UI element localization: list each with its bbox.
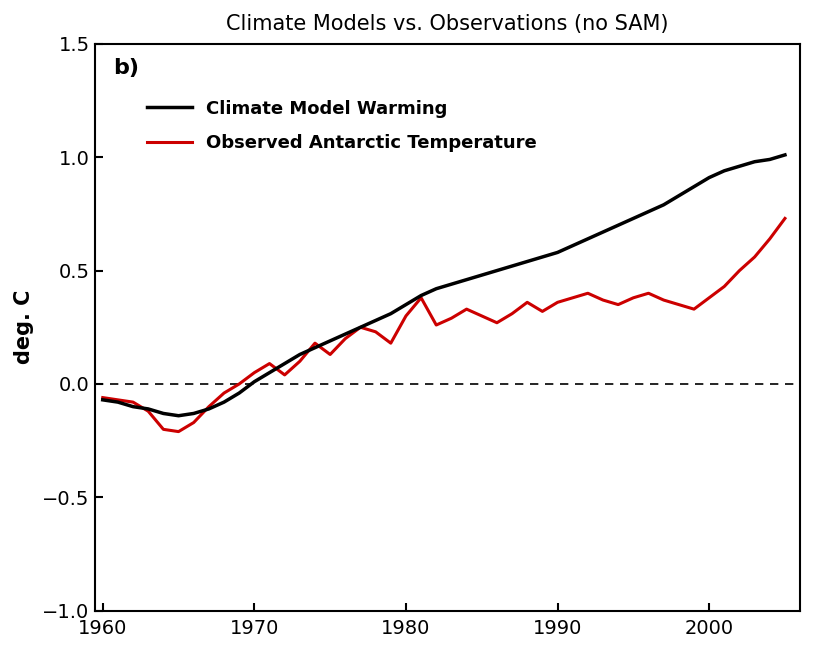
Climate Model Warming bbox=[280, 360, 290, 368]
Climate Model Warming bbox=[386, 310, 396, 318]
Legend: Climate Model Warming, Observed Antarctic Temperature: Climate Model Warming, Observed Antarcti… bbox=[139, 93, 545, 159]
Y-axis label: deg. C: deg. C bbox=[14, 290, 34, 364]
Observed Antarctic Temperature bbox=[370, 328, 380, 336]
Observed Antarctic Temperature bbox=[447, 314, 457, 322]
Observed Antarctic Temperature bbox=[219, 389, 229, 397]
Climate Model Warming bbox=[598, 228, 608, 236]
Climate Model Warming bbox=[356, 323, 365, 331]
Observed Antarctic Temperature bbox=[523, 299, 532, 306]
Observed Antarctic Temperature bbox=[628, 294, 638, 302]
Observed Antarctic Temperature bbox=[189, 419, 199, 426]
Climate Model Warming bbox=[462, 276, 471, 284]
Observed Antarctic Temperature bbox=[674, 301, 684, 308]
Climate Model Warming bbox=[265, 369, 274, 377]
Observed Antarctic Temperature bbox=[583, 289, 593, 297]
Climate Model Warming bbox=[492, 267, 501, 274]
Observed Antarctic Temperature bbox=[659, 296, 668, 304]
Climate Model Warming bbox=[113, 398, 123, 406]
Observed Antarctic Temperature bbox=[598, 296, 608, 304]
Observed Antarctic Temperature bbox=[280, 371, 290, 379]
Climate Model Warming bbox=[204, 405, 214, 413]
Climate Model Warming bbox=[401, 301, 411, 308]
Climate Model Warming bbox=[720, 167, 729, 175]
Climate Model Warming bbox=[523, 258, 532, 265]
Climate Model Warming bbox=[750, 158, 759, 166]
Observed Antarctic Temperature bbox=[553, 299, 562, 306]
Climate Model Warming bbox=[431, 285, 441, 293]
Observed Antarctic Temperature bbox=[386, 339, 396, 347]
Climate Model Warming bbox=[780, 151, 790, 159]
Climate Model Warming bbox=[644, 208, 654, 216]
Observed Antarctic Temperature bbox=[113, 396, 123, 404]
Observed Antarctic Temperature bbox=[401, 312, 411, 320]
Climate Model Warming bbox=[507, 262, 517, 270]
Climate Model Warming bbox=[447, 280, 457, 288]
Climate Model Warming bbox=[159, 409, 168, 417]
Observed Antarctic Temperature bbox=[765, 235, 775, 243]
Line: Climate Model Warming: Climate Model Warming bbox=[103, 155, 785, 416]
Climate Model Warming bbox=[537, 253, 547, 261]
Observed Antarctic Temperature bbox=[98, 394, 107, 402]
Climate Model Warming bbox=[295, 351, 304, 359]
Observed Antarctic Temperature bbox=[265, 360, 274, 368]
Climate Model Warming bbox=[326, 337, 335, 345]
Climate Model Warming bbox=[234, 389, 244, 397]
Climate Model Warming bbox=[416, 291, 426, 299]
Climate Model Warming bbox=[98, 396, 107, 404]
Climate Model Warming bbox=[128, 403, 138, 411]
Observed Antarctic Temperature bbox=[780, 215, 790, 222]
Climate Model Warming bbox=[189, 409, 199, 417]
Observed Antarctic Temperature bbox=[356, 323, 365, 331]
Climate Model Warming bbox=[370, 317, 380, 325]
Observed Antarctic Temperature bbox=[492, 319, 501, 327]
Observed Antarctic Temperature bbox=[704, 294, 714, 302]
Observed Antarctic Temperature bbox=[204, 403, 214, 411]
Observed Antarctic Temperature bbox=[310, 339, 320, 347]
Climate Model Warming bbox=[628, 215, 638, 222]
Climate Model Warming bbox=[340, 330, 350, 338]
Climate Model Warming bbox=[310, 344, 320, 351]
Climate Model Warming bbox=[249, 378, 259, 385]
Observed Antarctic Temperature bbox=[295, 357, 304, 365]
Climate Model Warming bbox=[689, 183, 699, 190]
Climate Model Warming bbox=[553, 248, 562, 256]
Observed Antarctic Temperature bbox=[644, 289, 654, 297]
Observed Antarctic Temperature bbox=[431, 321, 441, 329]
Observed Antarctic Temperature bbox=[507, 310, 517, 318]
Observed Antarctic Temperature bbox=[159, 425, 168, 433]
Observed Antarctic Temperature bbox=[143, 408, 153, 415]
Observed Antarctic Temperature bbox=[720, 282, 729, 290]
Observed Antarctic Temperature bbox=[462, 305, 471, 313]
Climate Model Warming bbox=[613, 221, 623, 229]
Text: b): b) bbox=[113, 58, 138, 78]
Observed Antarctic Temperature bbox=[568, 294, 578, 302]
Observed Antarctic Temperature bbox=[416, 294, 426, 302]
Climate Model Warming bbox=[583, 235, 593, 243]
Observed Antarctic Temperature bbox=[326, 351, 335, 359]
Climate Model Warming bbox=[734, 162, 744, 170]
Climate Model Warming bbox=[143, 405, 153, 413]
Title: Climate Models vs. Observations (no SAM): Climate Models vs. Observations (no SAM) bbox=[226, 14, 669, 34]
Climate Model Warming bbox=[674, 192, 684, 200]
Climate Model Warming bbox=[704, 173, 714, 181]
Climate Model Warming bbox=[765, 156, 775, 164]
Observed Antarctic Temperature bbox=[477, 312, 487, 320]
Observed Antarctic Temperature bbox=[249, 369, 259, 377]
Line: Observed Antarctic Temperature: Observed Antarctic Temperature bbox=[103, 218, 785, 432]
Observed Antarctic Temperature bbox=[613, 301, 623, 308]
Observed Antarctic Temperature bbox=[734, 267, 744, 274]
Observed Antarctic Temperature bbox=[750, 253, 759, 261]
Observed Antarctic Temperature bbox=[234, 380, 244, 388]
Climate Model Warming bbox=[173, 412, 183, 420]
Climate Model Warming bbox=[219, 398, 229, 406]
Observed Antarctic Temperature bbox=[340, 334, 350, 342]
Observed Antarctic Temperature bbox=[128, 398, 138, 406]
Climate Model Warming bbox=[659, 201, 668, 209]
Climate Model Warming bbox=[568, 242, 578, 250]
Climate Model Warming bbox=[477, 271, 487, 279]
Observed Antarctic Temperature bbox=[537, 308, 547, 316]
Observed Antarctic Temperature bbox=[173, 428, 183, 436]
Observed Antarctic Temperature bbox=[689, 305, 699, 313]
